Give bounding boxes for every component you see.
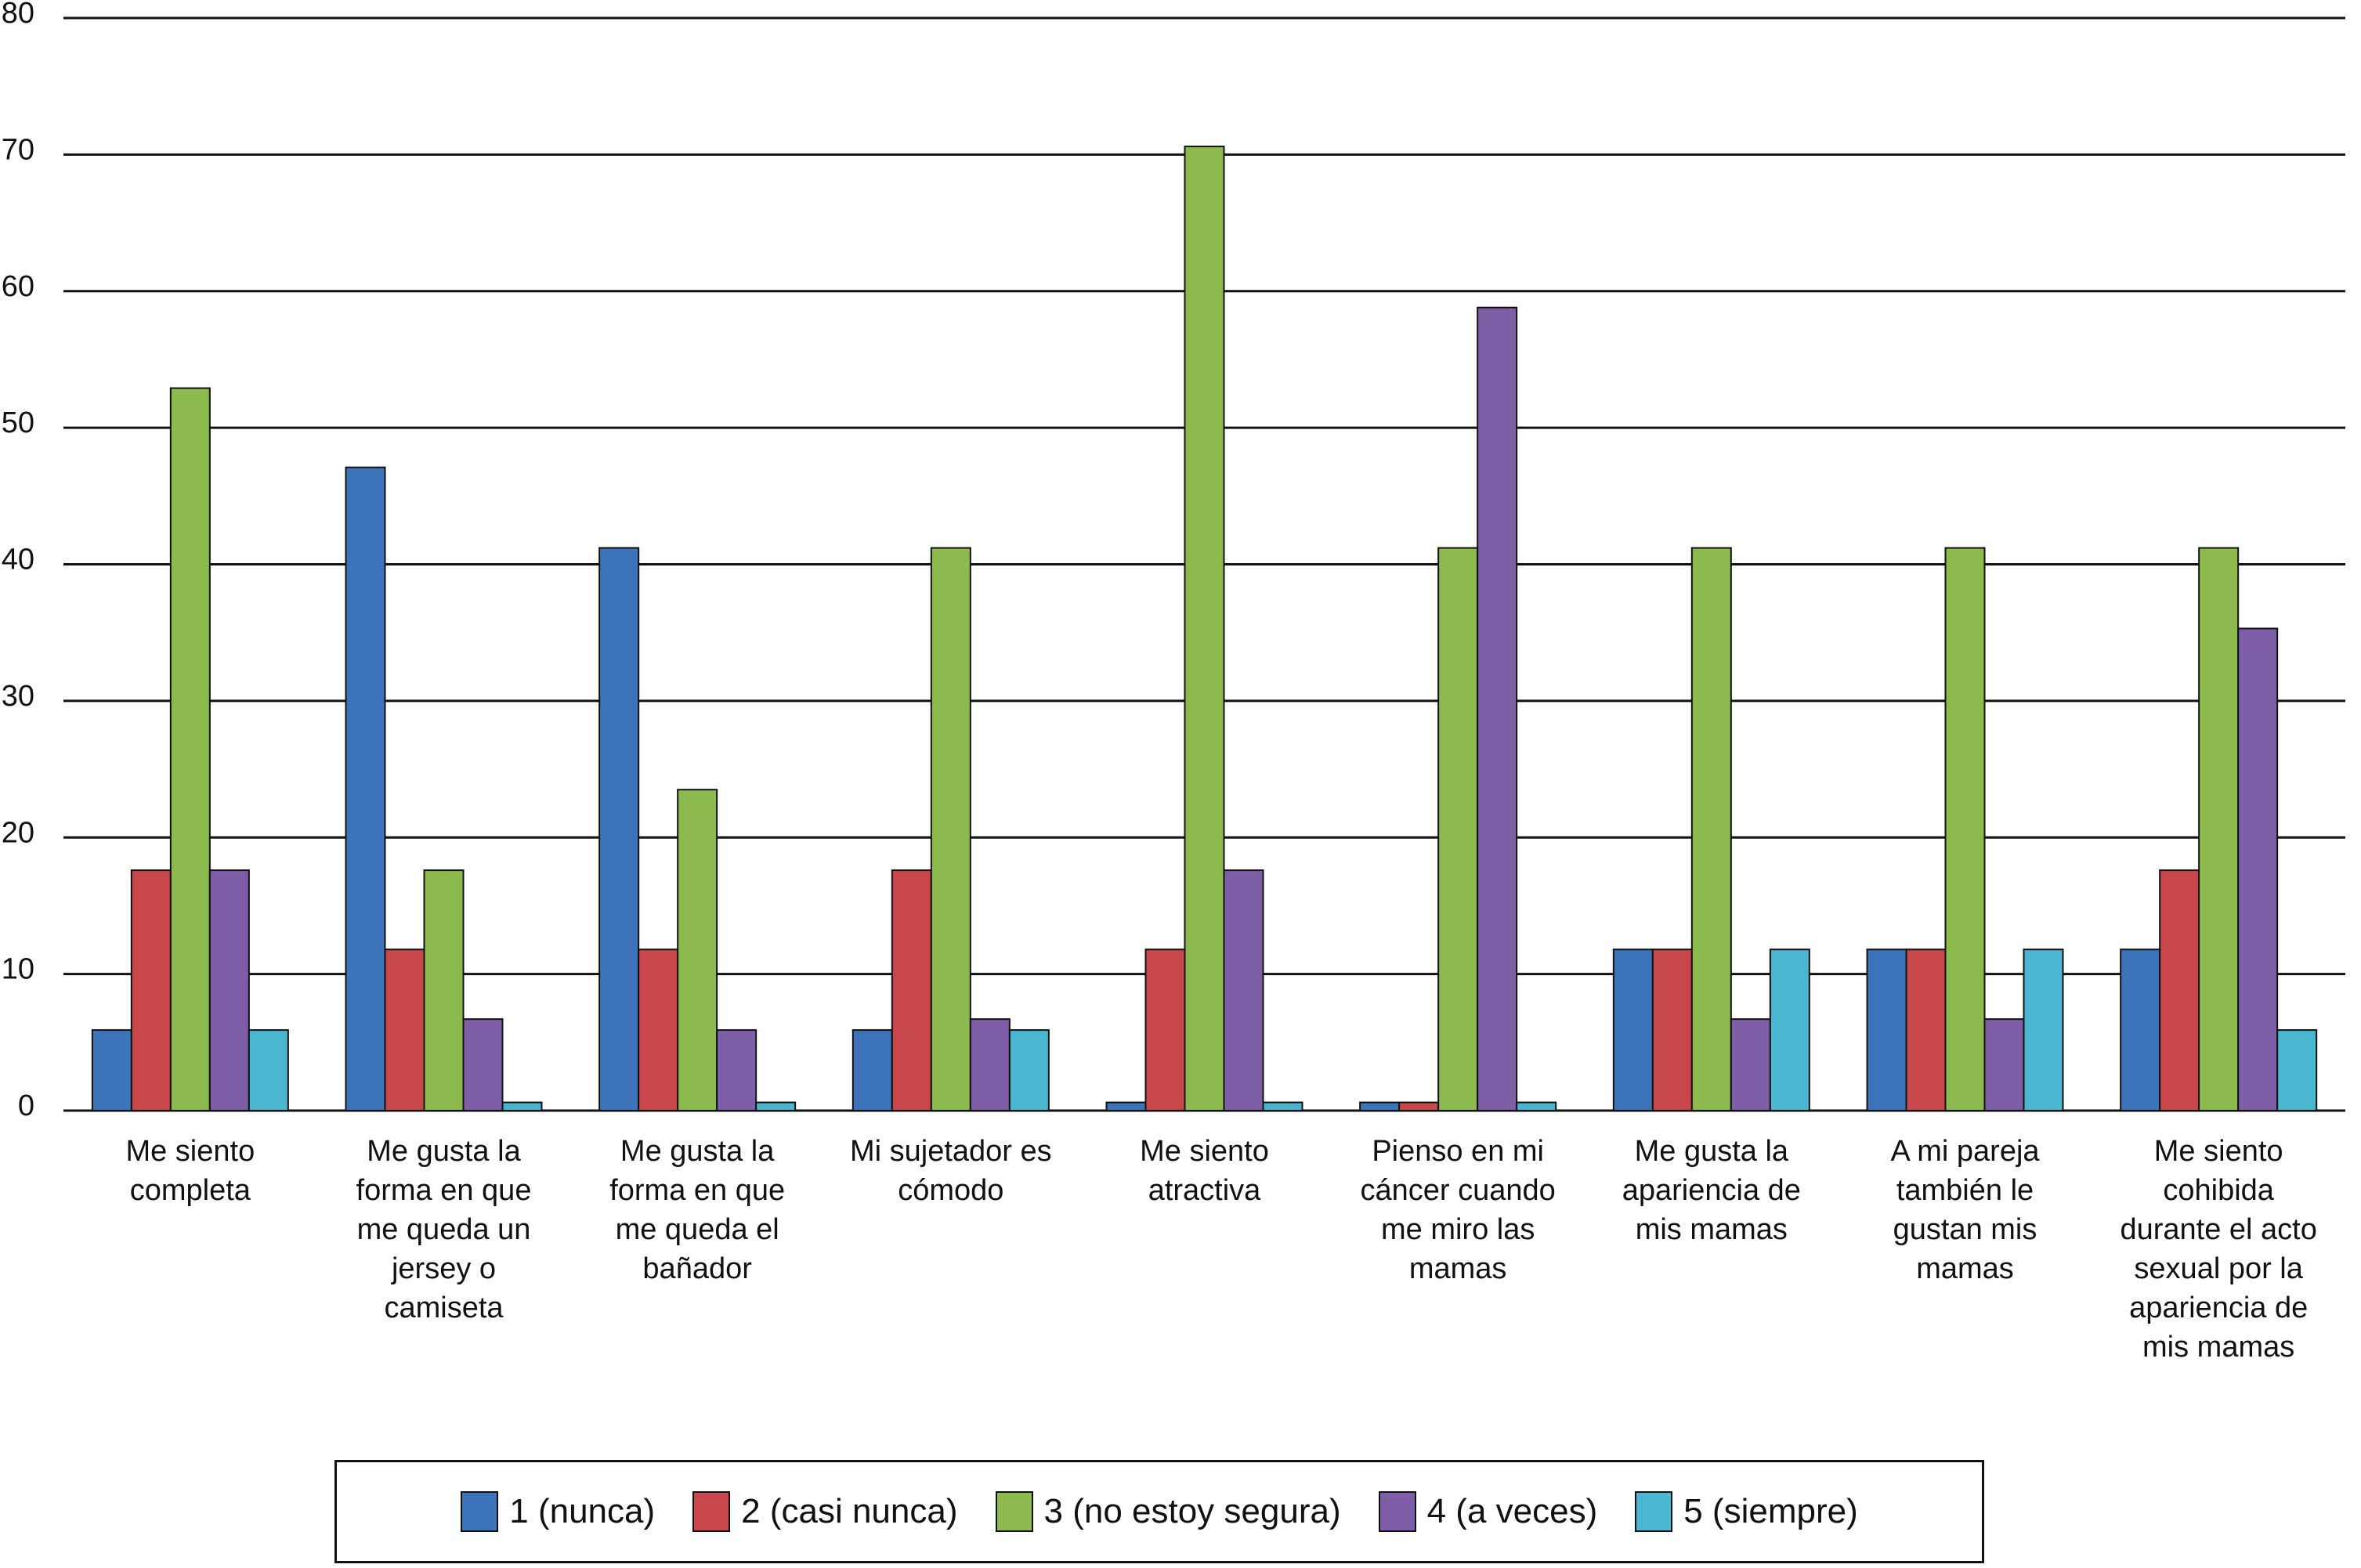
bar [1866,948,1907,1112]
y-tick-label: 70 [2,133,34,166]
legend-swatch [995,1491,1033,1532]
x-tick-label: Me gusta la forma en que me queda el bañ… [609,1135,786,1285]
bar [501,1101,543,1111]
legend-item: 3 (no estoy segura) [995,1491,1341,1532]
bar [1612,948,1654,1112]
bar [1516,1101,1557,1111]
bar [755,1101,797,1111]
bar [384,948,425,1112]
bar [891,869,932,1111]
y-tick-label: 0 [18,1089,34,1122]
bar [638,948,679,1112]
legend-label: 3 (no estoy segura) [1043,1492,1341,1530]
legend-item: 1 (nunca) [461,1491,655,1532]
bar [169,387,211,1111]
bar [2237,627,2279,1111]
bar [91,1029,132,1112]
bar [2159,869,2200,1111]
bar [1477,306,1518,1111]
bar [130,869,172,1111]
bar [1651,948,1693,1112]
legend: 1 (nunca) 2 (casi nunca) 3 (no estoy segur… [334,1460,1984,1563]
bar [1944,547,1986,1111]
bar [1262,1101,1303,1111]
bar [677,789,718,1111]
y-tick-label: 60 [2,270,34,303]
bar [1008,1029,1050,1112]
y-tick-label: 30 [2,680,34,713]
bar [969,1018,1011,1111]
x-tick-label: Me siento completa [125,1135,255,1207]
x-tick-label: Pienso en mi cáncer cuando me miro las m… [1360,1135,1556,1285]
bar [1184,145,1225,1112]
x-tick-label: Me gusta la forma en que me queda un jer… [356,1135,532,1324]
bar [1730,1018,1771,1111]
bar [423,869,465,1111]
bar [851,1029,893,1112]
bar [208,869,250,1111]
x-tick-label: Me gusta la apariencia de mis mamas [1622,1135,1801,1246]
bar [1223,869,1264,1111]
legend-swatch [692,1491,731,1532]
bar [1105,1101,1147,1111]
legend-label: 4 (a veces) [1426,1492,1598,1530]
x-tick-label: Me siento cohibida durante el acto sexua… [2120,1135,2317,1364]
legend-swatch [1635,1491,1673,1532]
y-tick-label: 80 [2,0,34,30]
legend-swatch [461,1491,499,1532]
bar [930,547,971,1111]
legend-item: 5 (siempre) [1635,1491,1858,1532]
legend-label: 1 (nunca) [509,1492,656,1530]
bar [1983,1018,2025,1111]
bar [716,1029,757,1112]
legend-label: 2 (casi nunca) [741,1492,958,1530]
bar [1437,547,1479,1111]
x-tick-label: A mi pareja también le gustan mis mamas [1890,1135,2040,1285]
bar [2023,948,2064,1112]
bar [2120,948,2161,1112]
bar [1359,1101,1401,1111]
bar [1144,948,1186,1112]
chart: 0 10 20 30 40 50 60 70 80 [2,0,2345,1122]
legend-label: 5 (siempre) [1683,1492,1858,1530]
bar [2276,1029,2318,1112]
x-tick-label: Me siento atractiva [1140,1135,1269,1207]
bar [345,466,386,1111]
y-tick-label: 10 [2,953,34,986]
bar [1690,547,1732,1111]
x-tick-label: Mi sujetador es cómodo [849,1135,1052,1207]
bar [462,1018,504,1111]
bar [248,1029,289,1112]
bar [1398,1101,1440,1111]
y-tick-label: 50 [2,406,34,439]
bar [1905,948,1947,1112]
bar [1769,948,1810,1112]
legend-item: 2 (casi nunca) [692,1491,958,1532]
legend-item: 4 (a veces) [1378,1491,1598,1532]
y-tick-label: 20 [2,816,34,849]
legend-swatch [1378,1491,1416,1532]
bar [2198,547,2240,1111]
y-tick-label: 40 [2,544,34,576]
bar [598,547,640,1111]
